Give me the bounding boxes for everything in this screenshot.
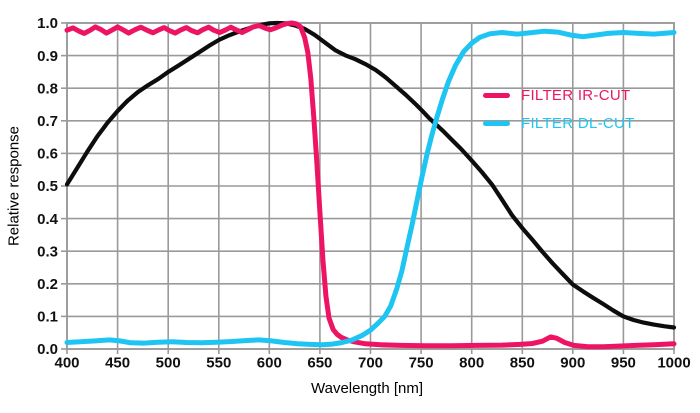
x-tick-label: 850 (510, 355, 535, 372)
legend-item-filter-ir-cut: FILTER IR-CUT (483, 81, 635, 109)
legend-swatch-icon (483, 120, 510, 126)
x-tick-label: 950 (611, 355, 636, 372)
legend: FILTER IR-CUT FILTER DL-CUT (483, 81, 635, 137)
x-tick-label: 450 (105, 355, 130, 372)
axis-tick-labels: 400 450 500 550 600 650 700 750 800 850 900 950 1000… (37, 15, 691, 371)
x-tick-label: 400 (54, 355, 79, 372)
y-tick-label: 0.2 (37, 276, 58, 293)
legend-item-filter-dl-cut: FILTER DL-CUT (483, 109, 635, 137)
legend-label: FILTER DL-CUT (521, 114, 635, 132)
y-tick-label: 0.6 (37, 146, 58, 163)
legend-label: FILTER IR-CUT (521, 86, 631, 104)
grid (61, 22, 675, 354)
x-tick-label: 500 (156, 355, 181, 372)
sensor-response-curve (64, 20, 677, 330)
y-tick-label: 1.0 (37, 15, 58, 32)
x-tick-label: 600 (257, 355, 282, 372)
y-tick-label: 0.8 (37, 80, 58, 97)
y-tick-label: 0.1 (37, 309, 58, 326)
x-tick-label: 1000 (657, 355, 690, 372)
y-tick-label: 0.7 (37, 113, 58, 130)
x-tick-label: 550 (206, 355, 231, 372)
x-tick-label: 750 (409, 355, 434, 372)
y-tick-label: 0.3 (37, 243, 58, 260)
x-tick-label: 700 (358, 355, 383, 372)
y-tick-label: 0.4 (37, 211, 59, 228)
filter-dl-cut-curve (64, 28, 677, 348)
y-tick-label: 0.0 (37, 341, 58, 358)
x-tick-label: 800 (459, 355, 484, 372)
filter-ir-cut-curve (64, 20, 677, 350)
x-tick-label: 900 (560, 355, 585, 372)
legend-swatch-icon (483, 92, 510, 98)
y-tick-label: 0.9 (37, 48, 58, 65)
x-tick-label: 650 (307, 355, 332, 372)
x-axis-title: Wavelength [nm] (311, 380, 423, 397)
y-axis-title: Relative response (5, 125, 23, 247)
y-tick-label: 0.5 (37, 178, 58, 195)
